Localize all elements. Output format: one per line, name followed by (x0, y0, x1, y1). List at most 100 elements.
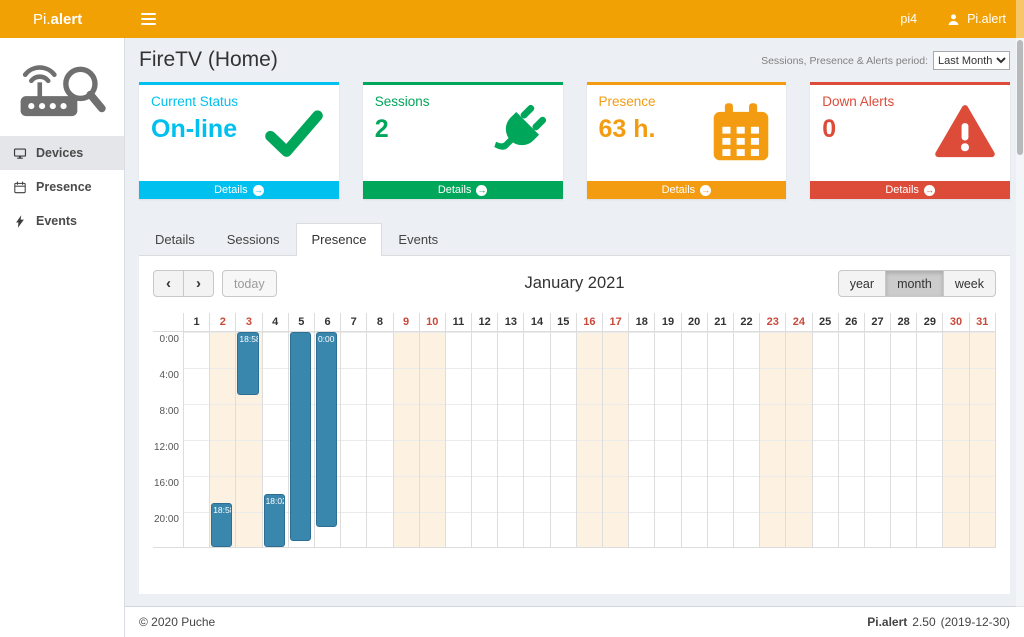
presence-event[interactable]: 18:02 (263, 494, 285, 547)
app-logo[interactable]: Pi.alert (0, 11, 125, 28)
brand-prefix: Pi. (33, 10, 51, 28)
calendar-day-header: 7 (340, 313, 366, 331)
calendar-day-header: 9 (392, 313, 419, 331)
brand-bold: alert (50, 10, 83, 28)
hamburger-menu-icon[interactable] (125, 0, 171, 38)
card-title: Current Status (151, 94, 239, 109)
user-menu[interactable]: Pi.alert (947, 12, 1006, 26)
calendar-day-column: 18:02 (261, 332, 288, 547)
calendar-next-button[interactable]: › (183, 270, 214, 297)
tab-events[interactable]: Events (398, 232, 439, 247)
tab-presence[interactable]: Presence (295, 223, 383, 256)
card-details-link[interactable]: Details → (810, 181, 1010, 199)
card-value: 2 (374, 115, 389, 143)
hostname-label: pi4 (900, 12, 918, 26)
calendar-day-column (811, 332, 838, 547)
calendar-day-column (523, 332, 550, 547)
view-month-button[interactable]: month (885, 270, 944, 297)
calendar-day-header-row: 1 2 3 4 5 6 7 8 9 10 11 12 13 14 15 16 17 18 19 20 21 22 23 24 2… (153, 313, 996, 332)
summary-card-sessions: Sessions 2 Details → (362, 82, 563, 199)
footer-app-name: Pi.alert (867, 615, 908, 629)
calendar-day-column (732, 332, 760, 547)
calendar-prev-button[interactable]: ‹ (153, 270, 184, 297)
card-details-link[interactable]: Details → (139, 181, 339, 199)
sidebar-item-devices[interactable]: Devices (0, 136, 124, 170)
tab-sessions[interactable]: Sessions (226, 232, 280, 247)
calendar-day-column (366, 332, 393, 547)
summary-card-down-alerts: Down Alerts 0 Details → (810, 82, 1010, 199)
calendar-day-column (654, 332, 681, 547)
period-selector: Sessions, Presence & Alerts period: Last… (761, 51, 1010, 70)
calendar-day-header: 19 (654, 313, 680, 331)
calendar-day-header: 15 (549, 313, 576, 331)
presence-event[interactable] (289, 332, 311, 541)
details-label: Details (437, 184, 472, 196)
sidebar-item-events[interactable]: Events (0, 204, 124, 238)
calendar-title: January 2021 (524, 274, 625, 292)
sidebar-item-label: Devices (36, 146, 84, 160)
calendar-day-header: 26 (837, 313, 864, 331)
sidebar-item-presence[interactable]: Presence (0, 170, 124, 204)
card-details-link[interactable]: Details → (362, 181, 563, 199)
arrow-circle-right-icon: → (700, 184, 712, 196)
view-year-button[interactable]: year (837, 270, 887, 297)
period-select[interactable]: Last Month (933, 51, 1010, 70)
calendar-day-column: 18:58 (209, 332, 236, 547)
calendar-day-column (968, 332, 996, 547)
calendar-day-header: 3 (235, 313, 261, 331)
calendar-day-header: 27 (863, 313, 890, 331)
calendar-day-header: 10 (418, 313, 445, 331)
view-week-button[interactable]: week (942, 270, 996, 297)
calendar-day-header: 6 (313, 313, 340, 331)
calendar-day-header: 12 (471, 313, 497, 331)
calendar-icon (710, 102, 772, 164)
event-time-label: 18:58 (239, 334, 259, 344)
calendar-day-header: 20 (680, 313, 707, 331)
sidebar-item-label: Events (36, 214, 77, 228)
user-name: Pi.alert (967, 12, 1006, 26)
presence-event[interactable]: 18:58 (211, 502, 233, 547)
footer-version-date: (2019-12-30) (940, 615, 1010, 629)
card-body: Presence 63 h. (587, 85, 787, 181)
calendar-day-column (759, 332, 786, 547)
calendar-day-header: 29 (916, 313, 942, 331)
calendar-day-header: 8 (366, 313, 392, 331)
calendar-day-column (706, 332, 733, 547)
calendar-day-header: 25 (811, 313, 838, 331)
plug-icon (487, 102, 549, 164)
calendar-day-header: 28 (890, 313, 916, 331)
time-axis-label: 12:00 (153, 442, 179, 453)
calendar-day-column (680, 332, 707, 547)
arrow-circle-right-icon: → (476, 184, 488, 196)
presence-event[interactable]: 18:58 (237, 332, 259, 395)
card-title: Presence (598, 94, 656, 109)
time-axis-label: 20:00 (153, 514, 179, 525)
presence-event[interactable]: 0:00 - (315, 332, 338, 528)
arrow-circle-right-icon: → (923, 184, 935, 196)
topbar-right: pi4 Pi.alert (900, 12, 1024, 26)
version-info: Pi.alert 2.50 (2019-12-30) (867, 615, 1010, 629)
summary-card-current-status: Current Status On-line Details → (139, 82, 339, 199)
event-time-label: 18:02 (265, 496, 285, 507)
calendar-day-column (785, 332, 812, 547)
time-gutter-spacer (153, 313, 183, 331)
calendar-day-header: 18 (628, 313, 654, 331)
time-axis-label: 8:00 (159, 406, 179, 417)
calendar-day-header: 22 (732, 313, 759, 331)
sidebar: Devices Presence Events (0, 38, 125, 637)
calendar-day-header: 21 (706, 313, 733, 331)
card-details-link[interactable]: Details → (586, 181, 787, 199)
top-navbar: Pi.alert pi4 Pi.alert (0, 0, 1024, 38)
calendar-day-column (287, 332, 314, 547)
scrollbar[interactable] (1016, 0, 1024, 637)
time-axis: 0:00 4:00 8:00 12:00 16:00 20:00 (153, 332, 183, 547)
tab-details[interactable]: Details (155, 232, 195, 247)
event-time-label (291, 333, 310, 335)
calendar-day-column (392, 332, 419, 547)
presence-calendar: 1 2 3 4 5 6 7 8 9 10 11 12 13 14 15 16 17 18 19 20 21 22 23 24 2… (153, 313, 996, 548)
calendar-day-header: 2 (209, 313, 235, 331)
scrollbar-thumb[interactable] (1017, 40, 1023, 155)
calendar-grid: 0:00 4:00 8:00 12:00 16:00 20:00 18:58 18:58 18… (153, 332, 996, 548)
calendar-today-button[interactable]: today (222, 270, 277, 297)
period-label: Sessions, Presence & Alerts period: (761, 54, 928, 67)
